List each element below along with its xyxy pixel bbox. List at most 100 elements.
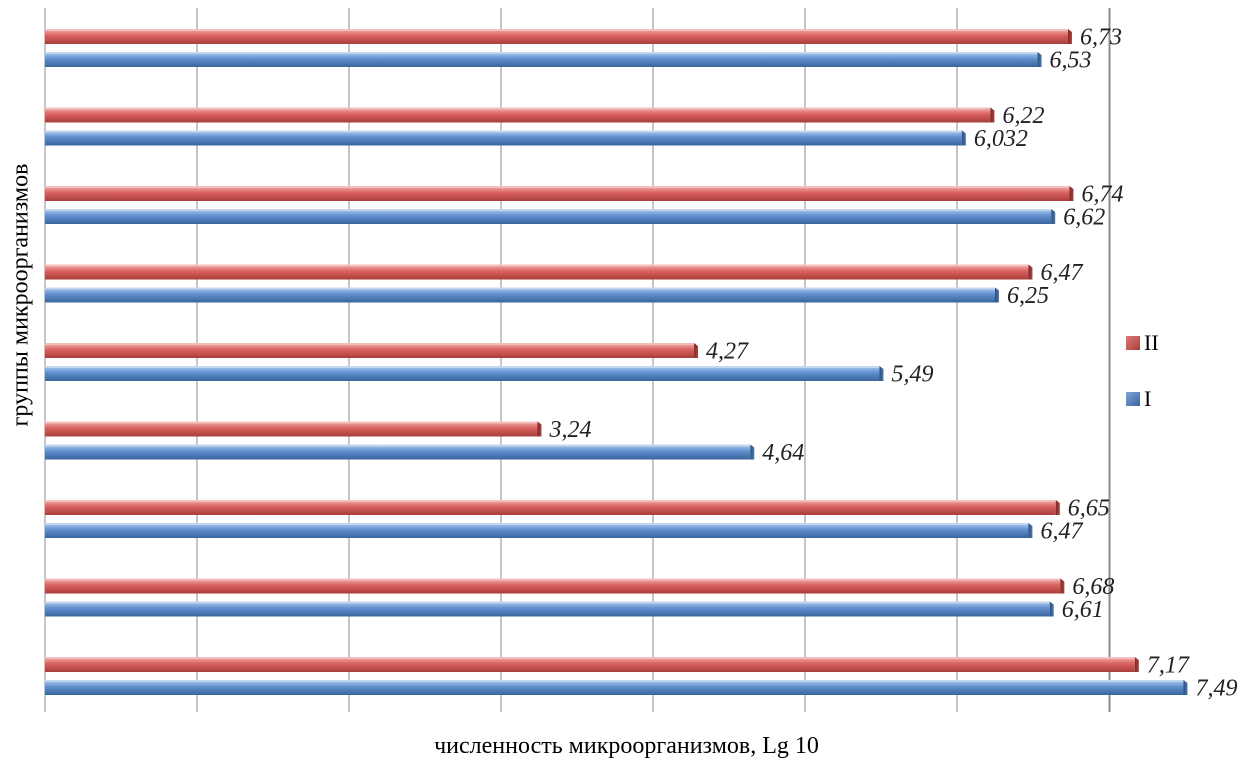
bar-highlight	[45, 29, 1068, 31]
data-label: 6,53	[1050, 48, 1092, 74]
bar-series-ii	[45, 107, 995, 123]
bar-face	[45, 107, 991, 123]
y-axis-title: группы микроорганизмов	[6, 130, 36, 460]
bar-highlight	[45, 523, 1029, 525]
bar-end-cap	[750, 444, 755, 460]
bar-end-cap	[1183, 680, 1188, 695]
bar-face	[45, 444, 751, 460]
bar-series-ii	[45, 186, 1074, 201]
bar-series-i	[45, 52, 1042, 67]
bar-end-cap	[1037, 52, 1042, 67]
bar-series-i	[45, 209, 1056, 224]
bar-face	[45, 287, 995, 303]
bar-highlight	[45, 130, 962, 133]
data-label: 6,25	[1007, 283, 1049, 309]
bar-face	[45, 366, 880, 381]
data-label: 4,64	[762, 440, 804, 466]
legend-label: I	[1144, 386, 1152, 411]
bar-highlight	[45, 107, 991, 110]
legend-item-series-2: II	[1126, 330, 1159, 356]
bar-end-cap	[990, 107, 995, 123]
bar-end-cap	[961, 130, 966, 146]
data-labels: 6,736,536,226,0326,746,626,476,254,275,4…	[548, 25, 1237, 702]
legend-swatch-red	[1126, 336, 1140, 350]
bar-end-cap	[1049, 601, 1054, 617]
bar-face	[45, 343, 695, 358]
bar-highlight	[45, 52, 1038, 54]
bar-highlight	[45, 444, 751, 447]
bar-face	[45, 421, 538, 437]
data-label: 4,27	[706, 339, 749, 365]
bar-end-cap	[537, 421, 542, 437]
bar-series-i	[45, 601, 1054, 617]
bar-series-ii	[45, 657, 1139, 672]
bar-face	[45, 578, 1061, 594]
legend-item-series-1: I	[1126, 386, 1151, 412]
data-label: 6,61	[1062, 597, 1104, 623]
data-label: 7,17	[1147, 653, 1190, 679]
bar-series-ii	[45, 343, 699, 358]
bar-highlight	[45, 601, 1050, 604]
bar-highlight	[45, 578, 1061, 581]
y-axis-title-text: группы микроорганизмов	[7, 163, 34, 427]
bar-highlight	[45, 343, 695, 345]
bar-face	[45, 186, 1070, 201]
bar-series-i	[45, 130, 966, 146]
bar-end-cap	[1028, 264, 1033, 280]
bar-face	[45, 209, 1052, 224]
bar-end-cap	[1051, 209, 1056, 224]
bar-end-cap	[1134, 657, 1139, 672]
legend-label: II	[1144, 330, 1159, 355]
data-label: 6,47	[1040, 519, 1083, 545]
bar-end-cap	[1055, 500, 1060, 515]
bar-highlight	[45, 264, 1029, 267]
data-label: 6,73	[1080, 25, 1122, 51]
bar-highlight	[45, 421, 538, 424]
legend-swatch-blue	[1126, 392, 1140, 406]
bar-series-ii	[45, 29, 1072, 44]
bar-series-i	[45, 680, 1188, 695]
gridlines	[44, 8, 1111, 712]
bar-series-ii	[45, 421, 542, 437]
bar-face	[45, 601, 1050, 617]
bar-end-cap	[1069, 186, 1074, 201]
x-axis-title: численность микроорганизмов, Lg 10	[434, 733, 819, 759]
data-label: 6,22	[1002, 103, 1044, 129]
data-label: 6,62	[1063, 205, 1105, 231]
bar-series-i	[45, 444, 755, 460]
bar-series-i	[45, 287, 999, 303]
data-label: 6,68	[1072, 574, 1114, 600]
bar-series-ii	[45, 578, 1065, 594]
data-label: 6,47	[1040, 260, 1083, 286]
bar-series-i	[45, 366, 884, 381]
bar-highlight	[45, 500, 1056, 502]
bar-end-cap	[879, 366, 884, 381]
data-label: 7,49	[1195, 676, 1237, 702]
bar-face	[45, 523, 1029, 538]
bar-face	[45, 657, 1135, 672]
bar-end-cap	[1028, 523, 1033, 538]
bar-highlight	[45, 366, 880, 368]
bar-highlight	[45, 680, 1184, 682]
bar-series-i	[45, 523, 1033, 538]
bar-face	[45, 680, 1184, 695]
bar-end-cap	[995, 287, 999, 303]
bar-end-cap	[1060, 578, 1065, 594]
bar-highlight	[45, 186, 1070, 188]
bars	[45, 29, 1188, 695]
data-label: 5,49	[891, 362, 933, 388]
data-label: 6,74	[1081, 182, 1123, 208]
bar-face	[45, 500, 1056, 515]
bar-highlight	[45, 287, 995, 290]
data-label: 6,032	[974, 126, 1028, 152]
bar-highlight	[45, 209, 1052, 211]
bar-end-cap	[694, 343, 699, 358]
bar-end-cap	[1067, 29, 1072, 44]
data-label: 3,24	[548, 417, 591, 443]
data-label: 6,65	[1068, 496, 1110, 522]
bar-series-ii	[45, 264, 1033, 280]
bar-face	[45, 264, 1029, 280]
bar-face	[45, 52, 1038, 67]
bar-face	[45, 29, 1068, 44]
